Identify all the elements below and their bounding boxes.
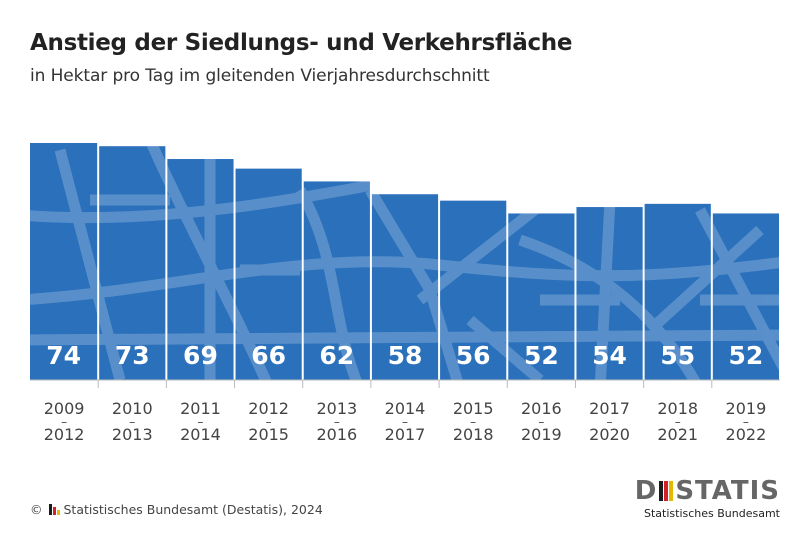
bar [99,146,166,380]
x-tick-label-start: 2018 [657,399,698,418]
map-road-pattern [695,207,779,380]
x-tick-label-start: 2012 [248,399,289,418]
x-tick-label-start: 2014 [385,399,426,418]
x-tick-label-start: 2017 [589,399,630,418]
x-tick-label-start: 2015 [453,399,494,418]
map-road-pattern [466,315,544,380]
map-road-pattern [54,148,126,380]
destatis-mini-icon [48,504,60,515]
x-tick-label-start: 2016 [521,399,562,418]
logo-word-statis: STATIS [675,476,780,506]
x-tick-label-end: 2015 [248,425,289,444]
logo-letter-d: D [634,476,658,506]
chart-title: Anstieg der Siedlungs- und Verkehrsfläch… [30,30,573,56]
x-tick-label-end: 2017 [385,425,426,444]
x-tick-separator: – [402,415,408,429]
bar [576,207,643,380]
bar-value-label: 69 [183,341,218,370]
x-tick-separator: – [470,415,476,429]
map-road-pattern [594,199,616,380]
x-tick-label-start: 2019 [726,399,767,418]
bar [235,168,302,380]
bar-value-label: 55 [660,341,695,370]
x-tick-separator: – [129,415,135,429]
x-tick-label-start: 2009 [44,399,85,418]
chart-subtitle: in Hektar pro Tag im gleitenden Vierjahr… [30,66,490,86]
x-tick-label-end: 2016 [316,425,357,444]
x-tick-separator: – [743,415,749,429]
map-road-pattern [144,143,276,380]
source-note: © Statistisches Bundesamt (Destatis), 20… [30,502,323,517]
x-tick-label-start: 2013 [316,399,357,418]
bar [712,213,779,380]
map-road-pattern [365,187,466,380]
x-tick-label-end: 2012 [44,425,85,444]
bar-value-label: 66 [251,341,286,370]
x-tick-separator: – [266,415,272,429]
bar [30,143,98,380]
bar [440,200,507,380]
bar-value-label: 74 [46,341,81,370]
bar-value-label: 56 [456,341,491,370]
bar [167,159,234,380]
x-tick-label-end: 2021 [657,425,698,444]
source-text: Statistisches Bundesamt (Destatis), 2024 [63,502,323,517]
bar [508,213,575,380]
map-road-pattern [295,187,366,380]
map-road-pattern [646,225,764,335]
x-tick-label-start: 2011 [180,399,221,418]
x-tick-label-end: 2014 [180,425,221,444]
map-road-pattern [90,194,779,306]
bar-value-label: 52 [524,341,559,370]
bar-value-label: 54 [592,341,627,370]
x-tick-label-end: 2019 [521,425,562,444]
x-tick-separator: – [538,415,544,429]
x-tick-separator: – [607,415,613,429]
flag-bars-icon [659,481,674,501]
x-tick-label-start: 2010 [112,399,153,418]
bar-value-label: 52 [729,341,764,370]
x-tick-separator: – [334,415,340,429]
x-tick-label-end: 2022 [726,425,767,444]
x-tick-separator: – [197,415,203,429]
x-tick-separator: – [675,415,681,429]
bar-chart: 74 73 69 66 62 58 56 52 54 55 52 2009–20122010–201… [30,143,780,444]
bar [371,194,439,380]
map-road-pattern [518,234,705,380]
bar-value-label: 62 [319,341,354,370]
map-road-pattern [30,329,779,346]
x-tick-separator: – [61,415,67,429]
destatis-logo: D STATIS Statistisches Bundesamt [635,477,780,520]
logo-subline: Statistisches Bundesamt [644,507,780,520]
bar [303,181,370,380]
bar-value-label: 58 [388,341,423,370]
copyright-symbol: © [30,502,43,517]
x-tick-label-end: 2013 [112,425,153,444]
bar-value-label: 73 [115,341,150,370]
bar [644,203,711,380]
x-tick-label-end: 2018 [453,425,494,444]
x-tick-label-end: 2020 [589,425,630,444]
